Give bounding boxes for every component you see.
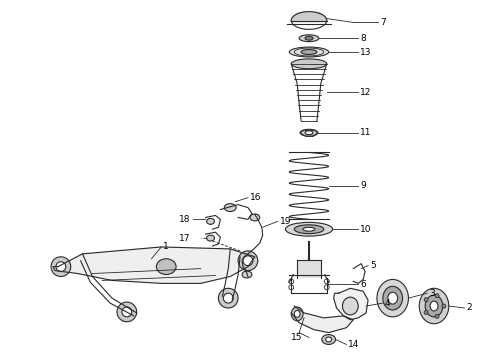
Circle shape <box>289 285 294 290</box>
Circle shape <box>289 279 294 284</box>
Ellipse shape <box>303 227 315 231</box>
Circle shape <box>238 251 258 271</box>
Text: 7: 7 <box>380 18 386 27</box>
Ellipse shape <box>388 292 397 304</box>
Text: 18: 18 <box>179 215 191 224</box>
Text: 12: 12 <box>360 88 371 97</box>
Text: 11: 11 <box>360 128 372 137</box>
Ellipse shape <box>250 214 260 221</box>
Circle shape <box>424 298 428 302</box>
Circle shape <box>324 279 329 284</box>
Text: 15: 15 <box>291 333 303 342</box>
Circle shape <box>243 256 253 266</box>
Text: 3: 3 <box>429 289 435 298</box>
Circle shape <box>295 13 303 20</box>
Circle shape <box>424 310 428 314</box>
Polygon shape <box>53 247 255 283</box>
Ellipse shape <box>343 297 358 315</box>
Circle shape <box>316 13 322 20</box>
Polygon shape <box>291 306 353 333</box>
Text: 9: 9 <box>360 181 366 190</box>
Ellipse shape <box>326 337 332 342</box>
Ellipse shape <box>305 131 313 135</box>
Ellipse shape <box>383 286 402 310</box>
Circle shape <box>219 288 238 308</box>
Circle shape <box>122 307 132 317</box>
Text: 4: 4 <box>385 298 391 307</box>
Polygon shape <box>291 12 327 21</box>
Ellipse shape <box>207 219 215 224</box>
Ellipse shape <box>305 36 313 40</box>
Circle shape <box>324 285 329 290</box>
Ellipse shape <box>289 47 329 57</box>
Ellipse shape <box>425 295 443 317</box>
Ellipse shape <box>419 288 449 324</box>
Ellipse shape <box>300 129 318 136</box>
Text: 2: 2 <box>466 303 472 312</box>
Circle shape <box>306 13 313 20</box>
Bar <box>297 260 321 278</box>
Text: 13: 13 <box>360 48 372 57</box>
Ellipse shape <box>299 35 319 42</box>
Circle shape <box>223 293 233 303</box>
Circle shape <box>117 302 137 322</box>
Text: 5: 5 <box>370 261 376 270</box>
Text: 6: 6 <box>360 280 366 289</box>
Ellipse shape <box>291 59 327 69</box>
Ellipse shape <box>301 50 317 54</box>
Ellipse shape <box>322 334 336 345</box>
Text: 19: 19 <box>279 217 291 226</box>
Text: 8: 8 <box>360 34 366 43</box>
Ellipse shape <box>377 279 409 317</box>
Text: 16: 16 <box>250 193 262 202</box>
Ellipse shape <box>224 204 236 212</box>
Circle shape <box>442 304 446 308</box>
Text: 1: 1 <box>163 242 169 251</box>
Circle shape <box>56 262 66 271</box>
Ellipse shape <box>430 301 438 311</box>
Ellipse shape <box>156 259 176 275</box>
Ellipse shape <box>294 225 324 234</box>
Circle shape <box>435 314 439 318</box>
Polygon shape <box>334 288 368 320</box>
Ellipse shape <box>291 307 303 321</box>
Ellipse shape <box>207 235 215 241</box>
Text: 17: 17 <box>179 234 191 243</box>
Circle shape <box>435 294 439 298</box>
Ellipse shape <box>285 222 333 236</box>
Ellipse shape <box>294 310 300 318</box>
Text: 10: 10 <box>360 225 372 234</box>
Circle shape <box>51 257 71 276</box>
Ellipse shape <box>242 271 252 278</box>
Text: 14: 14 <box>348 340 360 349</box>
